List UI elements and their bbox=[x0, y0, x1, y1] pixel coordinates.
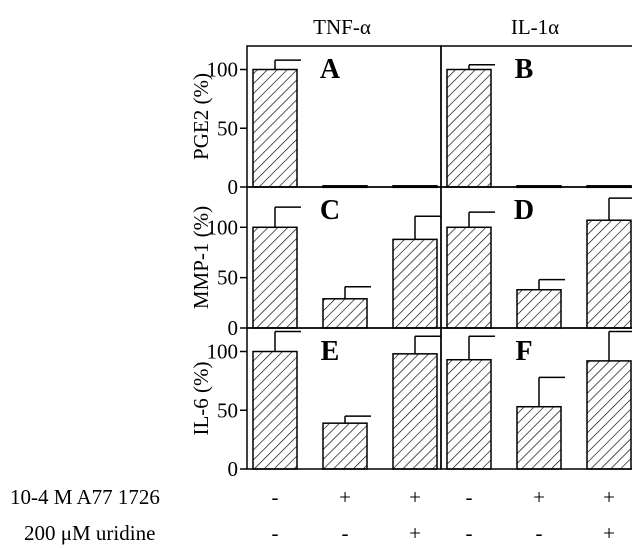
y-tick-label: 100 bbox=[207, 58, 239, 82]
y-axis-label-1: MMP-1 (%) bbox=[189, 206, 213, 309]
y-tick-label: 0 bbox=[228, 316, 239, 340]
bar-A-1 bbox=[252, 68, 298, 188]
bar-C-1 bbox=[252, 226, 298, 329]
y-tick-label: 100 bbox=[207, 340, 239, 364]
bar-E-2 bbox=[322, 422, 368, 470]
y-axis-label-0: PGE2 (%) bbox=[189, 73, 213, 160]
treatment-sign: + bbox=[409, 521, 421, 545]
treatment-sign: + bbox=[603, 485, 615, 509]
bar-F-1 bbox=[446, 358, 492, 470]
treatment-sign: + bbox=[339, 485, 351, 509]
panel-letter-D: D bbox=[514, 195, 534, 226]
y-tick-label: 50 bbox=[217, 398, 238, 422]
panel-letter-E: E bbox=[321, 336, 340, 367]
y-axis-label-2: IL-6 (%) bbox=[189, 361, 213, 435]
treatment-sign: + bbox=[409, 485, 421, 509]
bar-D-1 bbox=[446, 226, 492, 329]
panel-letter-B: B bbox=[515, 54, 534, 85]
bar-C-3 bbox=[392, 238, 438, 329]
column-header-il1: IL-1α bbox=[511, 15, 559, 39]
treatment-label-uridine: 200 μM uridine bbox=[24, 521, 155, 545]
y-tick-label: 50 bbox=[217, 266, 238, 290]
treatment-sign: - bbox=[466, 521, 473, 545]
treatment-sign: - bbox=[272, 485, 279, 509]
bar-D-2 bbox=[516, 288, 562, 329]
treatment-sign: - bbox=[536, 521, 543, 545]
bar-E-1 bbox=[252, 350, 298, 470]
bar-F-3 bbox=[586, 360, 632, 470]
bar-B-1 bbox=[446, 68, 492, 188]
y-tick-label: 50 bbox=[217, 116, 238, 140]
bar-E-3 bbox=[392, 353, 438, 470]
treatment-sign: - bbox=[342, 521, 349, 545]
treatment-label-a77: 10-4 M A77 1726 bbox=[10, 485, 160, 509]
bar-C-2 bbox=[322, 298, 368, 329]
panel-letter-C: C bbox=[320, 195, 340, 226]
treatment-sign: - bbox=[466, 485, 473, 509]
y-tick-label: 0 bbox=[228, 457, 239, 481]
treatment-sign: - bbox=[272, 521, 279, 545]
column-header-tnf: TNF-α bbox=[313, 15, 371, 39]
bar-F-2 bbox=[516, 405, 562, 470]
panel-letter-A: A bbox=[320, 54, 341, 85]
y-tick-label: 0 bbox=[228, 175, 239, 199]
treatment-sign: + bbox=[533, 485, 545, 509]
y-tick-label: 100 bbox=[207, 215, 239, 239]
treatment-sign: + bbox=[603, 521, 615, 545]
panel-letter-F: F bbox=[515, 336, 532, 367]
bar-D-3 bbox=[586, 219, 632, 329]
